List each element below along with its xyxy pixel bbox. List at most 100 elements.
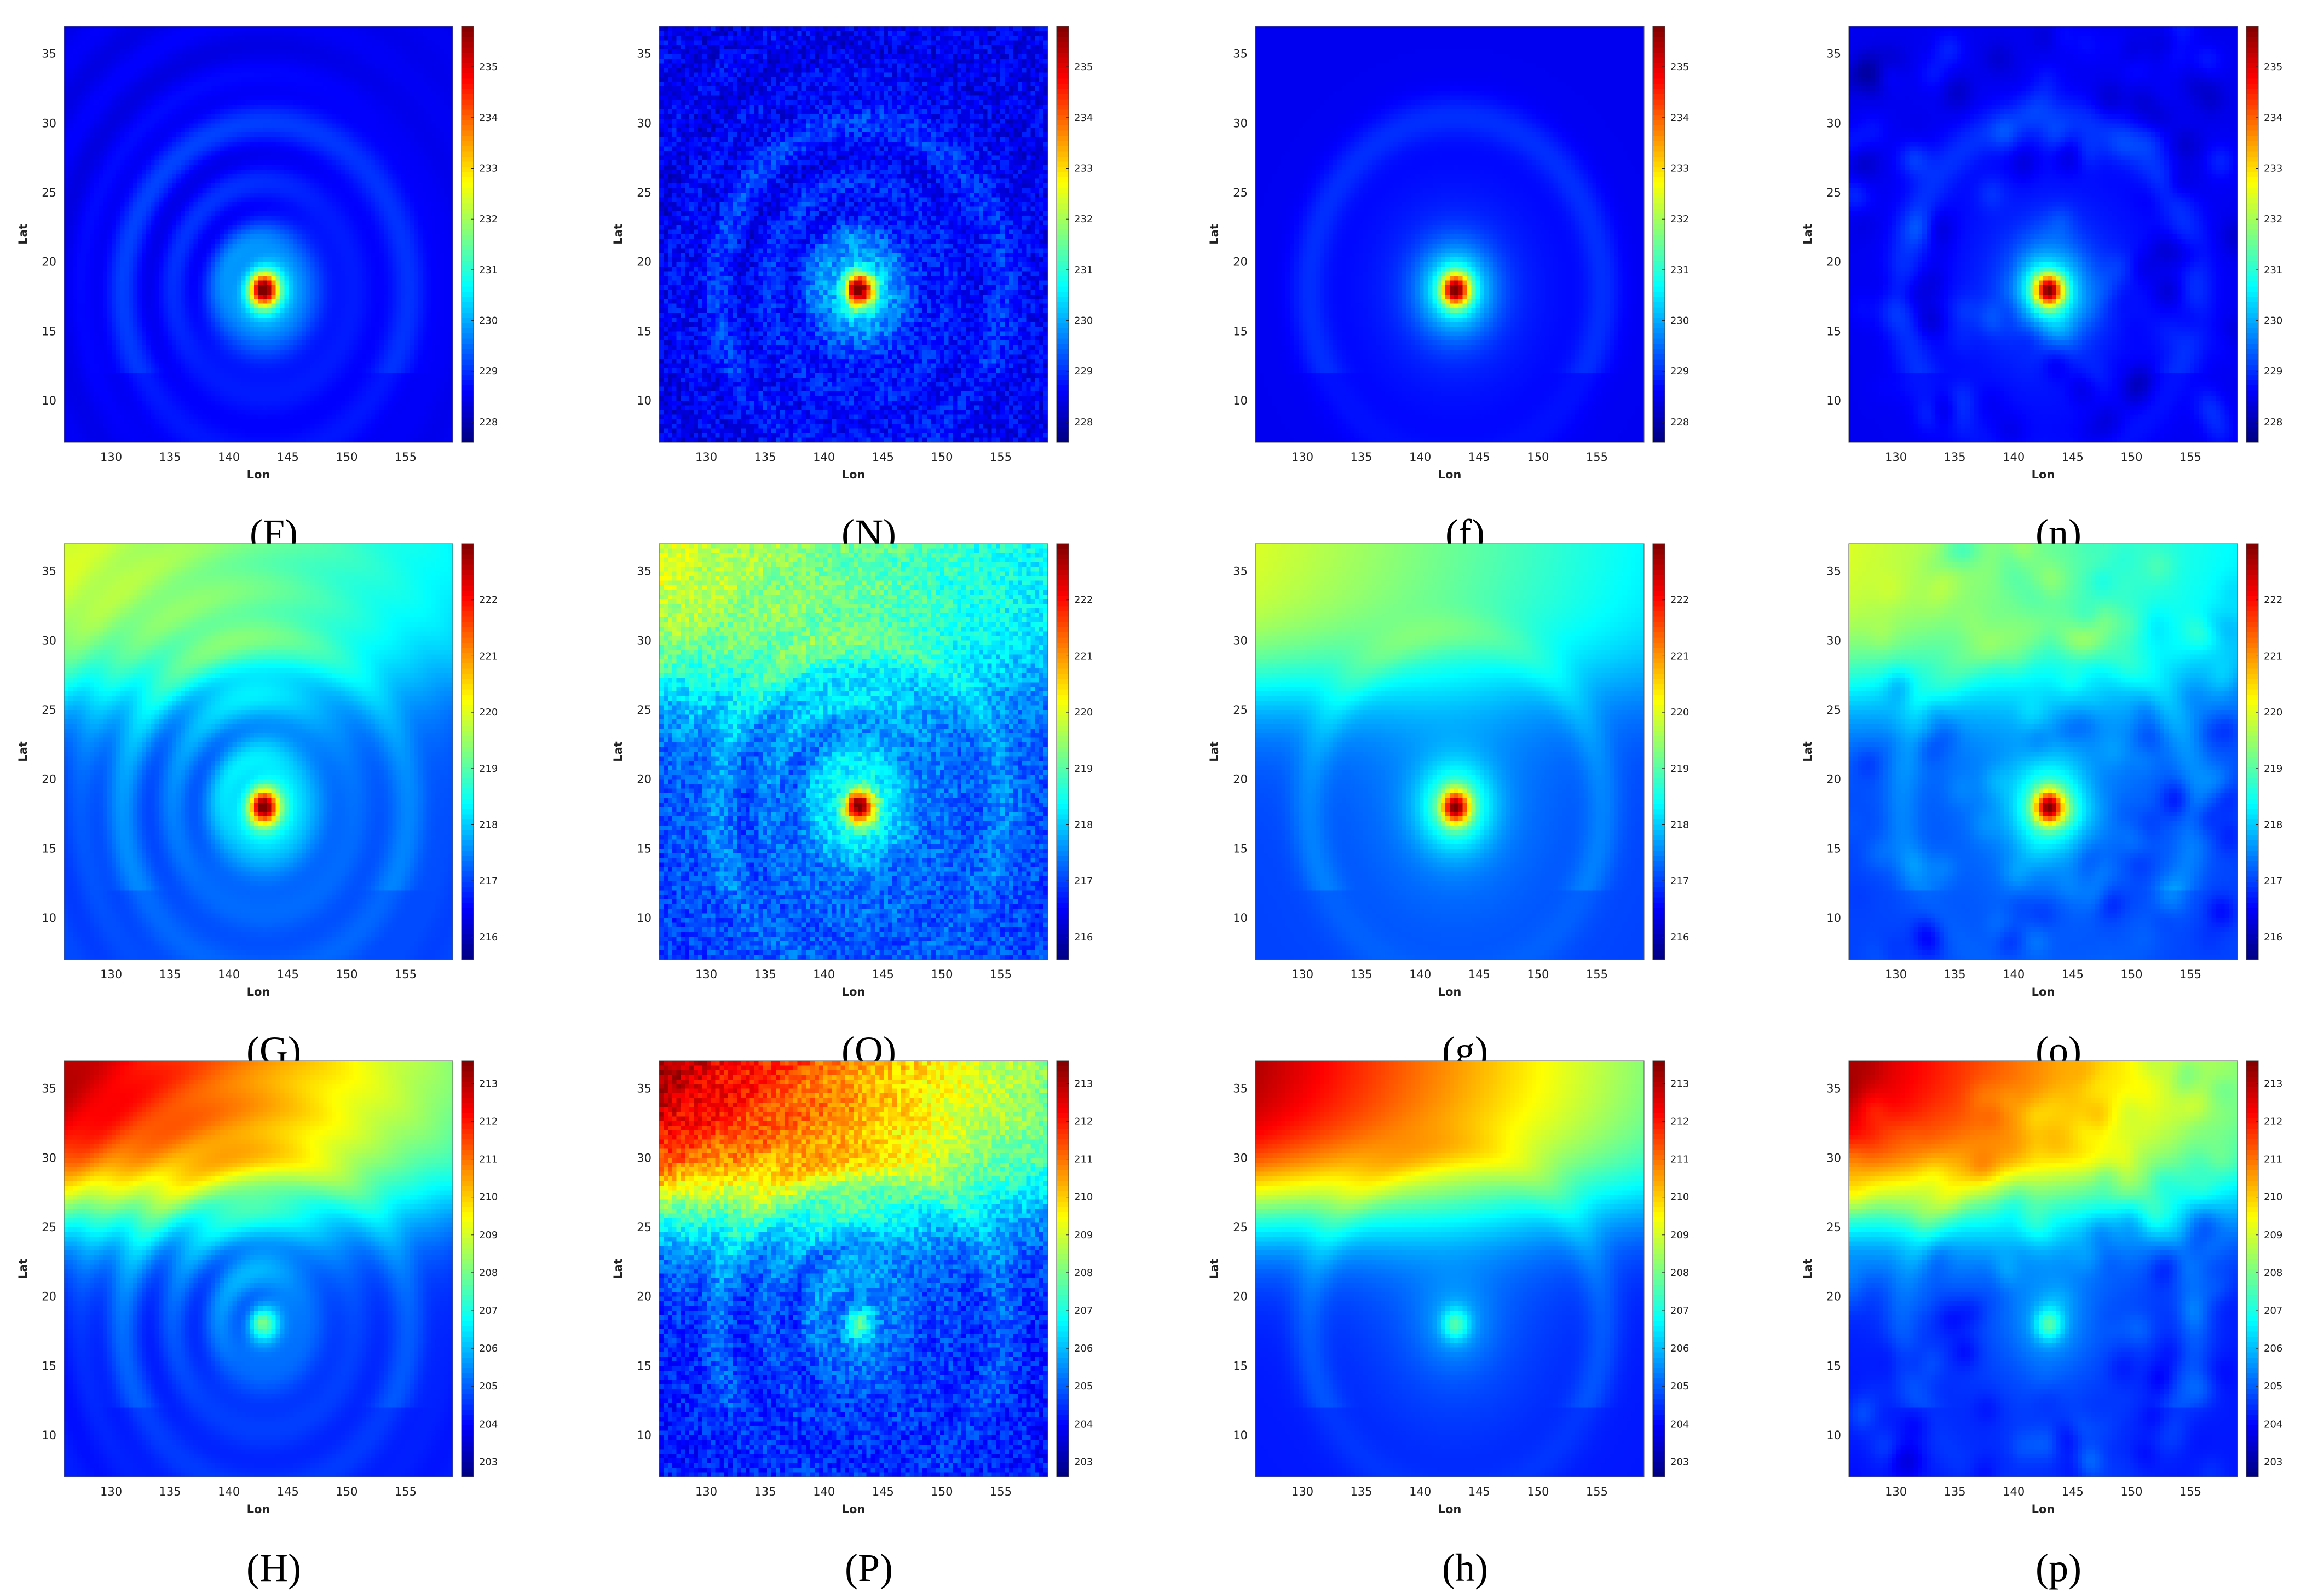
y-tick-label: 30 [637, 117, 651, 130]
colorbar-tick-label: 204 [1074, 1418, 1093, 1430]
colorbar-tick-label: 207 [1670, 1305, 1689, 1317]
colorbar-tick-label: 233 [1670, 163, 1689, 175]
x-tick-label: 145 [2062, 968, 2084, 981]
x-tick-label: 150 [2120, 1485, 2142, 1498]
y-tick-label: 20 [1826, 1290, 1841, 1303]
x-tick-label: 150 [336, 1485, 357, 1498]
y-tick-label: 30 [1233, 117, 1248, 130]
heatmap-chart: 130 135 140 145 150 155101520253035LonLat2032… [1785, 1051, 2324, 1544]
colorbar-tick-label: 235 [479, 61, 498, 73]
panel-10: 130 135 140 145 150 155 10 15 20 25 30 35 Lon Lat 203 2… [1191, 1051, 1739, 1593]
x-tick-label: 150 [1527, 968, 1549, 981]
colorbar-tick-label: 209 [479, 1230, 498, 1241]
x-tick-label: 145 [2062, 1485, 2084, 1498]
x-axis-label: Lon [2032, 468, 2055, 481]
y-tick-label: 25 [42, 186, 56, 199]
panel-2: 130 135 140 145 150 155 10 15 20 25 30 35 Lon Lat 228 2… [1191, 16, 1739, 558]
colorbar-tick-label: 218 [1670, 819, 1689, 831]
colorbar [1653, 544, 1665, 960]
colorbar-tick-label: 205 [1670, 1381, 1689, 1392]
x-axis-label: Lon [1438, 985, 1462, 998]
x-tick-label: 135 [1351, 968, 1373, 981]
x-tick-label: 135 [754, 1485, 776, 1498]
heatmap-field [659, 544, 1048, 960]
x-tick-label: 135 [1944, 451, 1966, 464]
panel-5: 130 135 140 145 150 155 10 15 20 25 30 35 Lon Lat 216 2… [595, 534, 1143, 1076]
y-tick-label: 20 [42, 1290, 56, 1303]
x-tick-label: 130 [695, 1485, 717, 1498]
colorbar-tick-label: 210 [2264, 1192, 2282, 1203]
x-tick-label: 135 [1944, 968, 1966, 981]
colorbar-tick-label: 217 [1074, 875, 1093, 887]
y-tick-label: 35 [637, 48, 651, 61]
y-axis-label: Lat [1801, 1259, 1814, 1279]
heatmap-chart: 130 135 140 145 150 155101520253035LonLat2162… [1191, 534, 1739, 1026]
y-tick-label: 35 [1233, 565, 1248, 578]
x-tick-label: 140 [2003, 1485, 2025, 1498]
colorbar-tick-label: 228 [479, 417, 498, 428]
colorbar-tick-label: 208 [1670, 1267, 1689, 1279]
colorbar-tick-label: 233 [2264, 163, 2282, 175]
colorbar-tick-label: 231 [2264, 264, 2282, 276]
x-tick-label: 130 [1885, 1485, 1907, 1498]
y-tick-label: 10 [1826, 911, 1841, 925]
panel-4: 130 135 140 145 150 155 10 15 20 25 30 35 Lon Lat 216 2… [0, 534, 547, 1076]
colorbar-tick-label: 229 [2264, 366, 2282, 377]
colorbar-tick-label: 213 [1670, 1078, 1689, 1090]
y-tick-label: 10 [42, 394, 56, 407]
colorbar [1057, 544, 1069, 960]
x-tick-label: 145 [1468, 968, 1490, 981]
x-tick-label: 150 [931, 451, 953, 464]
x-tick-label: 140 [813, 968, 835, 981]
y-tick-label: 10 [1233, 1429, 1248, 1442]
heatmap-field [1849, 26, 2238, 443]
x-tick-label: 140 [218, 968, 240, 981]
x-tick-label: 150 [1527, 451, 1549, 464]
y-tick-label: 35 [42, 565, 56, 578]
heatmap-chart: 130 135 140 145 150 155101520253035LonLat2282… [595, 16, 1143, 509]
x-tick-label: 145 [1468, 1485, 1490, 1498]
x-tick-label: 140 [813, 451, 835, 464]
colorbar-tick-label: 208 [479, 1267, 498, 1279]
y-tick-label: 30 [1826, 634, 1841, 647]
colorbar-tick-label: 212 [2264, 1116, 2282, 1128]
x-tick-label: 155 [2179, 451, 2201, 464]
colorbar-tick-label: 222 [479, 595, 498, 606]
y-tick-label: 30 [42, 1151, 56, 1164]
x-tick-label: 140 [1409, 451, 1431, 464]
heatmap-chart: 130 135 140 145 150 155101520253035LonLat2282… [1785, 16, 2324, 509]
colorbar-tick-label: 234 [1670, 112, 1689, 124]
x-tick-label: 145 [277, 968, 299, 981]
heatmap-field [64, 26, 453, 443]
x-tick-label: 140 [1409, 968, 1431, 981]
colorbar-tick-label: 203 [2264, 1456, 2282, 1468]
x-tick-label: 145 [872, 968, 894, 981]
x-tick-label: 155 [1586, 1485, 1608, 1498]
x-tick-label: 155 [2179, 1485, 2201, 1498]
heatmap-field [1255, 544, 1645, 960]
y-tick-label: 15 [637, 325, 651, 338]
y-tick-label: 20 [1233, 256, 1248, 269]
y-tick-label: 15 [637, 842, 651, 855]
colorbar-tick-label: 209 [2264, 1230, 2282, 1241]
y-tick-label: 35 [42, 48, 56, 61]
y-tick-label: 10 [1826, 1429, 1841, 1442]
y-tick-label: 25 [42, 703, 56, 717]
colorbar-tick-label: 220 [1074, 707, 1093, 718]
y-axis-label: Lat [16, 224, 30, 245]
panel-9: 130 135 140 145 150 155 10 15 20 25 30 35 Lon Lat 203 2… [595, 1051, 1143, 1593]
x-tick-label: 155 [2179, 968, 2201, 981]
y-tick-label: 35 [1233, 1082, 1248, 1095]
y-axis-label: Lat [612, 224, 625, 245]
y-axis-label: Lat [1208, 1259, 1221, 1279]
colorbar-tick-label: 206 [1670, 1343, 1689, 1354]
colorbar-tick-label: 212 [1074, 1116, 1093, 1128]
x-tick-label: 135 [1944, 1485, 1966, 1498]
colorbar-tick-label: 204 [2264, 1418, 2282, 1430]
colorbar-tick-label: 234 [1074, 112, 1093, 124]
colorbar-tick-label: 208 [2264, 1267, 2282, 1279]
colorbar-tick-label: 218 [2264, 819, 2282, 831]
heatmap-chart: 130 135 140 145 150 155101520253035LonLat2162… [0, 534, 547, 1026]
x-axis-label: Lon [247, 985, 270, 998]
